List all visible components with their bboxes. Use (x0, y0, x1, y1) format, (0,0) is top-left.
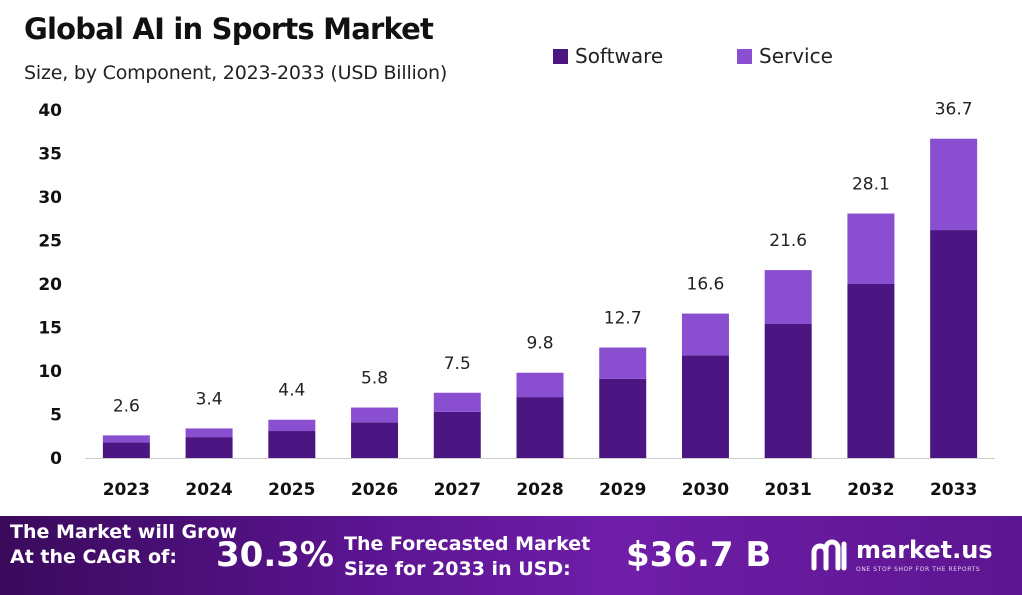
y-tick-label: 5 (50, 406, 62, 426)
data-label-total: 5.8 (361, 369, 388, 389)
data-label-total: 7.5 (444, 354, 471, 374)
bar-service-2028 (516, 372, 564, 398)
x-tick-label: 2030 (682, 480, 729, 500)
bar-software-2024 (185, 437, 233, 458)
y-tick-label: 15 (38, 319, 62, 339)
bar-service-2032 (847, 213, 895, 284)
chart-subtitle: Size, by Component, 2023-2033 (USD Billi… (24, 62, 448, 84)
bar-service-2033 (930, 138, 978, 231)
x-tick-label: 2025 (268, 480, 315, 500)
x-tick-label: 2033 (930, 480, 977, 500)
y-tick-label: 0 (50, 449, 62, 469)
x-tick-label: 2026 (351, 480, 398, 500)
brand-name: market.us (856, 536, 993, 564)
x-tick-label: 2029 (599, 480, 646, 500)
bar-service-2024 (185, 428, 233, 438)
y-tick-label: 10 (38, 362, 62, 382)
legend-swatch-software (553, 48, 568, 64)
y-tick-label: 35 (38, 145, 62, 165)
x-tick-label: 2024 (185, 480, 232, 500)
legend-swatch-service (737, 48, 752, 64)
data-label-total: 2.6 (113, 396, 140, 416)
legend-item-software: Software (553, 44, 663, 68)
data-labels: 2.6 3.4 4.4 5.8 7.5 9.8 12.7 16.6 21.6 28.1 36.7 (113, 100, 973, 417)
cagr-value: 30.3% (216, 535, 334, 575)
bar-software-2029 (599, 378, 647, 458)
bar-service-2026 (351, 407, 399, 423)
legend-label-service: Service (759, 44, 833, 68)
bar-service-2023 (102, 435, 150, 443)
bar-software-2023 (102, 442, 150, 458)
bar-software-2030 (681, 355, 729, 458)
legend-item-service: Service (737, 44, 833, 68)
x-tick-label: 2028 (516, 480, 563, 500)
market-us-logo-icon (811, 539, 847, 571)
bar-software-2025 (268, 431, 316, 458)
bar-software-2028 (516, 397, 564, 458)
forecast-value: $36.7 B (626, 535, 772, 575)
bar-software-2032 (847, 284, 895, 458)
y-tick-label: 30 (38, 188, 62, 208)
bar-software-2031 (764, 324, 812, 458)
bar-software-2026 (351, 422, 399, 458)
bar-service-2029 (599, 347, 647, 379)
footer-banner: The Market will Grow At the CAGR of: 30.… (0, 516, 1022, 595)
y-axis-ticks: 0 5 10 15 20 25 30 35 40 (38, 101, 62, 469)
y-tick-label: 20 (38, 275, 62, 295)
bar-service-2027 (433, 392, 481, 412)
data-label-total: 16.6 (687, 275, 725, 295)
bar-service-2031 (764, 270, 812, 325)
bar-service-2030 (681, 313, 729, 356)
legend-label-software: Software (575, 44, 664, 68)
x-tick-label: 2032 (847, 480, 894, 500)
data-label-total: 36.7 (935, 100, 973, 120)
x-axis-labels: 2023 2024 2025 2026 2027 2028 2029 2030 2031 2032… (103, 480, 978, 500)
data-label-total: 4.4 (278, 381, 305, 401)
cagr-label: The Market will Grow At the CAGR of: (10, 521, 238, 568)
data-label-total: 21.6 (769, 231, 807, 251)
x-tick-label: 2023 (103, 480, 150, 500)
x-tick-label: 2027 (434, 480, 481, 500)
bar-software-2027 (433, 411, 481, 458)
data-label-total: 9.8 (526, 334, 553, 354)
y-tick-label: 40 (38, 101, 62, 121)
brand-tagline: ONE STOP SHOP FOR THE REPORTS (856, 566, 981, 573)
bar-service-2025 (268, 419, 316, 432)
x-tick-label: 2031 (765, 480, 812, 500)
data-label-total: 12.7 (604, 309, 642, 329)
data-label-total: 28.1 (852, 175, 890, 195)
bar-software-2033 (930, 230, 978, 458)
y-tick-label: 25 (38, 232, 62, 252)
chart-title: Global AI in Sports Market (24, 12, 434, 46)
forecast-label: The Forecasted Market Size for 2033 in U… (344, 533, 591, 580)
bars (102, 138, 978, 458)
data-label-total: 3.4 (196, 389, 223, 409)
